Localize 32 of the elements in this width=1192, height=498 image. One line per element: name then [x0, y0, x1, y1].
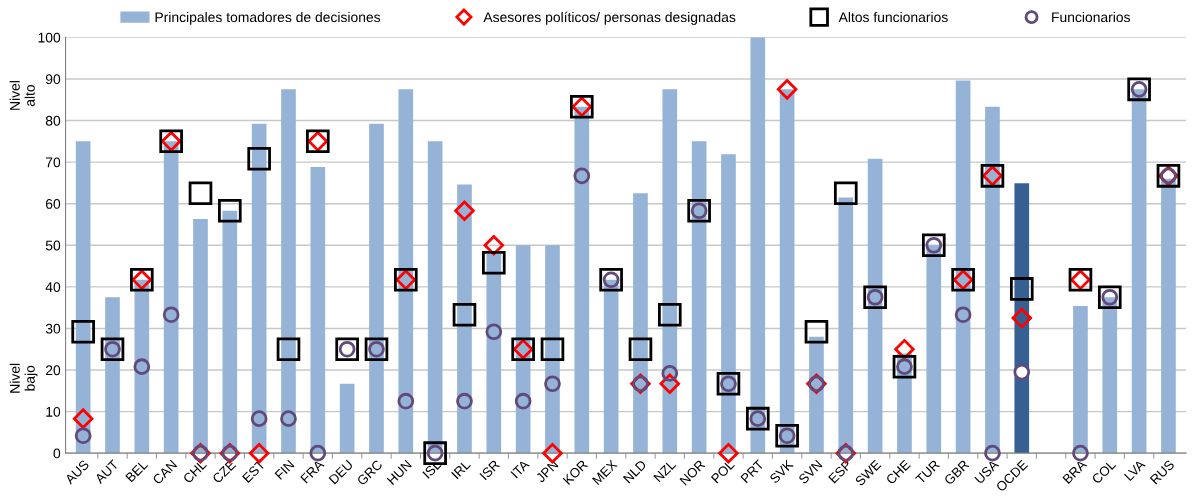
x-tick-label: IRL	[451, 459, 471, 480]
y-tick-label: 20	[45, 365, 61, 376]
x-tick-label: CHL	[182, 459, 208, 484]
y-tick-label: 60	[45, 199, 61, 209]
x-tick-label: JPN	[535, 459, 559, 484]
text: Nivel alto	[9, 81, 35, 110]
y-tick-label: 10	[46, 406, 61, 417]
legend-label: Altos funcionarios	[838, 11, 948, 23]
y-tick-label: 90	[45, 74, 61, 85]
x-tick-label: FIN	[274, 459, 295, 480]
x-tick-label: ITA	[510, 459, 530, 479]
x-tick-label: TUR	[915, 459, 941, 485]
x-tick-label: FRA	[300, 459, 325, 484]
x-tick-label: ISR	[479, 459, 501, 481]
x-tick-label: COL	[1091, 459, 1117, 485]
y-tick-label: 70	[45, 157, 61, 168]
text: Nivel bajo	[9, 363, 38, 393]
y-tick-label: 100	[38, 32, 61, 43]
legend-label: Asesores políticos/ personas designadas	[483, 11, 736, 25]
x-tick-label: POL	[710, 459, 736, 484]
x-tick-label: NZL	[653, 459, 677, 483]
x-tick-label: CZE	[211, 459, 237, 484]
x-tick-label: BRA	[1062, 459, 1088, 484]
legend-label: Funcionarios	[1052, 11, 1131, 23]
y-tick-label: 30	[45, 323, 61, 334]
legend-label: Principales tomadores de decisiones	[155, 11, 381, 25]
y-tick-label: 40	[45, 282, 61, 293]
x-tick-label: LVA	[1123, 459, 1146, 481]
y-tick-label: 0	[53, 448, 61, 459]
y-tick-label: 80	[45, 115, 61, 126]
y-tick-label: 50	[45, 240, 61, 251]
x-tick-label: BEL	[125, 459, 149, 483]
